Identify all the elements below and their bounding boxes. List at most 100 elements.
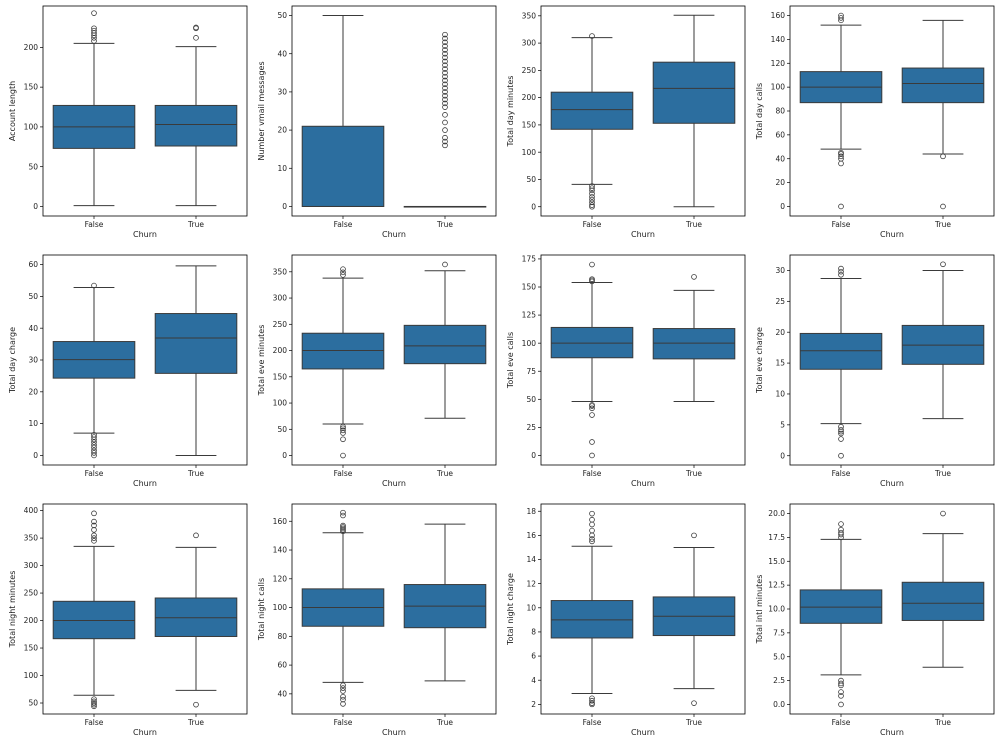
y-tick-label: 2.5	[773, 676, 785, 685]
iqr-box	[652, 61, 736, 124]
outlier-point	[340, 423, 346, 430]
y-tick-label: 100	[273, 603, 288, 612]
y-tick-label: 250	[522, 66, 537, 75]
y-tick-label: 350	[273, 267, 288, 276]
box-false	[550, 33, 634, 210]
box-true	[403, 523, 487, 682]
y-tick-label: 100	[522, 148, 537, 157]
outlier-point	[940, 203, 946, 210]
box-true	[901, 261, 985, 420]
outlier-point	[589, 452, 595, 459]
outlier-point	[340, 272, 346, 278]
outlier-point	[838, 529, 844, 536]
boxplot-chart: 0.0 2.5 5.0 7.5 10.0 12.5 15.0 17.5 20.0 Total in…	[755, 503, 995, 737]
outlier-point	[589, 199, 595, 206]
outlier-point	[340, 427, 346, 434]
plot-frame	[291, 5, 497, 217]
outlier-point	[838, 689, 844, 695]
box-true	[652, 274, 736, 403]
y-tick-label: 50	[277, 11, 287, 20]
outlier-point	[589, 695, 595, 702]
y-axis-label: Total night calls	[257, 578, 266, 641]
iqr-box	[550, 600, 634, 639]
outlier-point	[838, 701, 844, 708]
outlier-point	[340, 696, 346, 703]
box-false	[799, 12, 883, 210]
y-axis-label: Total day calls	[755, 83, 764, 140]
x-tick-label: True	[436, 469, 453, 478]
outlier-point	[589, 536, 595, 542]
iqr-box	[301, 125, 385, 207]
outlier-point	[838, 203, 844, 210]
y-tick-label: 50	[28, 292, 38, 301]
y-tick-label: 350	[522, 11, 537, 20]
outlier-point	[193, 35, 199, 41]
y-tick-label: 250	[24, 589, 39, 598]
iqr-box	[52, 600, 136, 640]
outlier-point	[940, 510, 946, 517]
outlier-point	[589, 439, 595, 445]
y-tick-label: 6	[531, 652, 536, 661]
x-tick-label: True	[685, 220, 702, 229]
outlier-point	[589, 194, 595, 200]
outlier-point	[838, 15, 844, 21]
outlier-point	[442, 54, 448, 61]
x-tick-label: False	[583, 469, 602, 478]
box-true	[154, 265, 238, 456]
outlier-point	[838, 149, 844, 156]
y-tick-label: 120	[771, 59, 786, 68]
outlier-point	[442, 134, 448, 141]
outlier-point	[589, 261, 595, 268]
y-tick-label: 10	[526, 603, 536, 612]
box-true	[403, 31, 487, 208]
box-false	[799, 265, 883, 459]
box-true	[154, 532, 238, 708]
y-tick-label: 30	[775, 266, 785, 275]
outlier-point	[589, 521, 595, 528]
boxplot-chart: 0 20 40 60 80 100 120 140 160 Total day calls Fals…	[755, 5, 995, 239]
outlier-point	[838, 436, 844, 442]
box-true	[901, 19, 985, 210]
outlier-point	[91, 522, 97, 529]
y-tick-label: 40	[277, 49, 287, 58]
y-tick-label: 50	[28, 162, 38, 171]
iqr-box	[403, 324, 487, 365]
outlier-point	[442, 50, 448, 57]
x-tick-label: True	[187, 718, 204, 727]
y-tick-label: 16	[526, 531, 536, 540]
outlier-point	[838, 265, 844, 272]
outlier-point	[442, 35, 448, 42]
y-tick-label: 2	[531, 700, 536, 709]
y-tick-label: 250	[273, 320, 288, 329]
y-axis-label: Total night charge	[506, 573, 515, 646]
boxplot-chart: 50 100 150 200 250 300 350 400 Total night minut…	[8, 503, 248, 737]
boxplot-chart: 0 50 100 150 200 250 300 350 Total day minutes Fa…	[506, 5, 746, 239]
x-tick-label: False	[85, 220, 104, 229]
y-tick-label: 30	[28, 356, 38, 365]
y-tick-label: 15.0	[768, 557, 785, 566]
iqr-box	[550, 326, 634, 359]
outlier-point	[193, 24, 199, 31]
outlier-point	[442, 127, 448, 133]
y-axis-label: Total eve minutes	[257, 325, 266, 397]
iqr-box	[550, 91, 634, 130]
outlier-point	[442, 85, 448, 91]
y-tick-label: 150	[24, 644, 39, 653]
box-false	[301, 266, 385, 459]
outlier-point	[340, 693, 346, 700]
outlier-point	[589, 183, 595, 189]
iqr-box	[799, 332, 883, 370]
outlier-point	[940, 153, 946, 160]
box-false	[52, 10, 136, 207]
y-tick-label: 80	[277, 632, 287, 641]
outlier-point	[691, 274, 697, 280]
boxplot-chart: 0 10 20 30 40 50 60 Total day charge False True Ch…	[8, 254, 248, 488]
outlier-point	[589, 187, 595, 194]
outlier-point	[442, 31, 448, 38]
outlier-point	[838, 693, 844, 699]
x-tick-label: False	[85, 469, 104, 478]
y-tick-label: 12	[526, 579, 536, 588]
y-tick-label: 10	[775, 390, 785, 399]
y-tick-label: 7.5	[773, 628, 785, 637]
y-tick-label: 160	[273, 517, 288, 526]
